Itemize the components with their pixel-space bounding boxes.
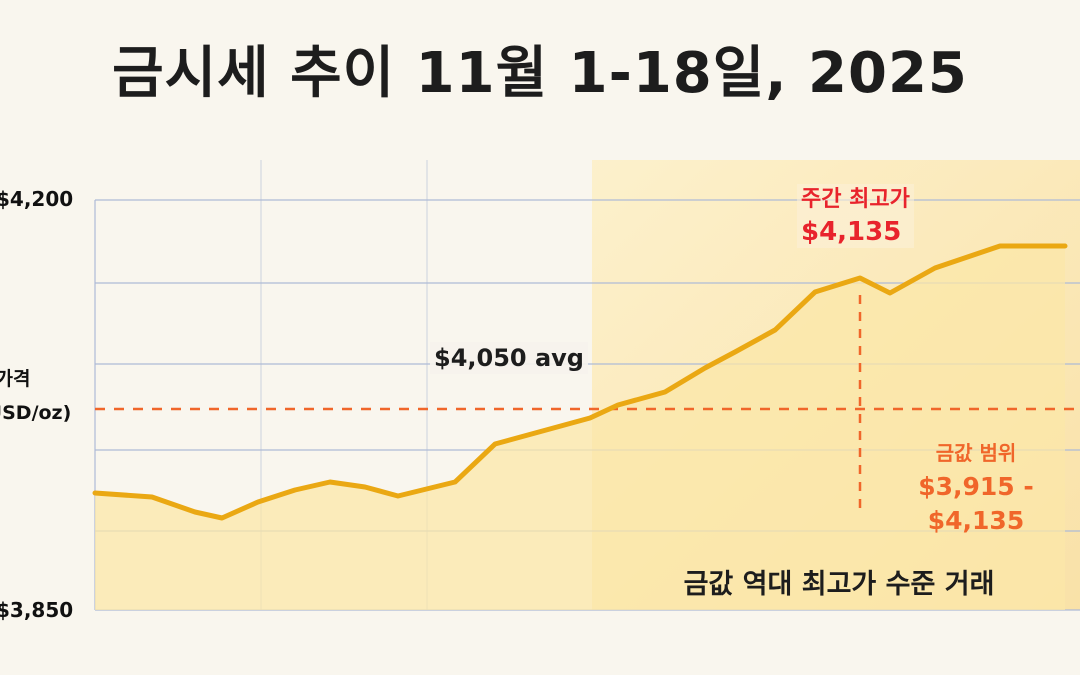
y-axis-title-line1: 금가격	[0, 368, 31, 390]
price-line	[92, 243, 1068, 521]
range-value: $3,915 - $4,135	[918, 472, 1034, 535]
peak-title: 주간 최고가	[801, 187, 910, 212]
peak-annotation: 주간 최고가 $4,135	[797, 184, 914, 248]
y-axis-title: 금가격 (USD/oz)	[0, 362, 71, 430]
y-tick-top: $4,200	[0, 187, 74, 211]
avg-label: $4,050 avg	[430, 342, 588, 374]
footer-caption: 금값 역대 최고가 수준 거래	[683, 569, 995, 600]
chart-title: 금시세 추이 11월 1-18일, 2025	[112, 41, 968, 106]
peak-value: $4,135	[801, 217, 902, 247]
y-tick-bottom: $3,850	[0, 598, 74, 622]
range-annotation: 금값 범위 $3,915 - $4,135	[872, 436, 1080, 538]
range-title: 금값 범위	[935, 441, 1017, 465]
y-axis-title-line2: (USD/oz)	[0, 402, 72, 424]
price-area	[95, 246, 1065, 610]
